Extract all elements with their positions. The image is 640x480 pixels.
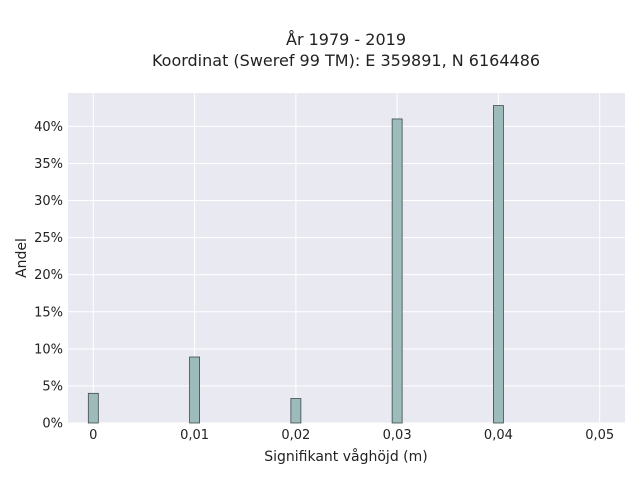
y-tick-label: 15% [34,305,63,320]
x-tick-label: 0,02 [281,428,310,443]
x-tick-label: 0 [89,428,97,443]
y-tick-label: 25% [34,231,63,246]
y-tick-label: 10% [34,342,63,357]
y-axis-label: Andel [14,238,30,278]
histogram-bar [87,392,99,424]
y-tick-label: 5% [42,379,63,394]
histogram-bar [493,105,504,424]
y-tick-label: 40% [34,120,63,135]
chart-title-line-2: Koordinat (Sweref 99 TM): E 359891, N 61… [152,51,540,70]
x-tick-label: 0,03 [383,428,412,443]
x-axis-label: Signifikant våghöjd (m) [264,448,427,465]
y-tick-label: 30% [34,194,63,209]
x-tick-label: 0,01 [180,428,209,443]
bars [87,105,504,424]
chart-title-line-1: År 1979 - 2019 [286,30,406,49]
histogram-bar [290,398,302,424]
x-tick-label: 0,05 [585,428,614,443]
y-tick-label: 35% [34,157,63,172]
histogram-bar [189,356,200,424]
histogram-bar [391,118,403,424]
y-tick-label: 20% [34,268,63,283]
y-tick-label: 0% [42,417,63,432]
x-tick-label: 0,04 [484,428,513,443]
plot-area [68,93,625,423]
tick-labels: 0% 5% 10% 15% 20% 25% 30% 35% 40% 0 0,01 0,02 0,03 0,… [34,120,614,443]
